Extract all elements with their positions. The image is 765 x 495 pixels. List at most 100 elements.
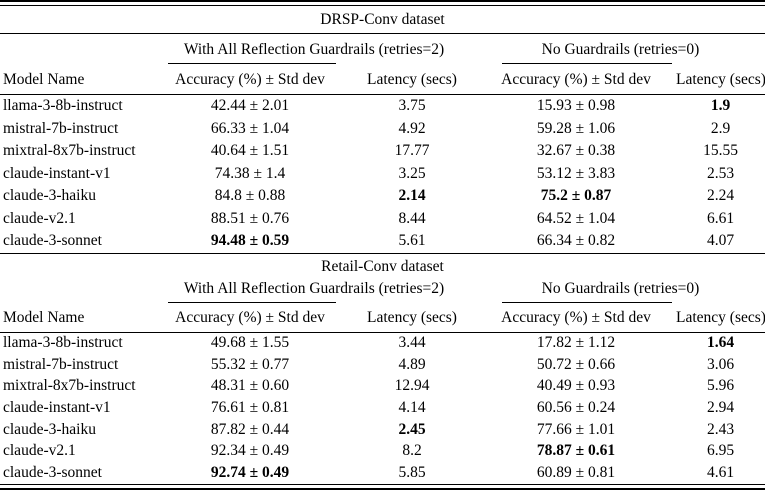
group-underline-row — [0, 61, 765, 65]
accuracy-no-guardrails-cell: 15.93 ± 0.98 — [536, 97, 616, 115]
accuracy-no-guardrails-cell: 53.12 ± 3.83 — [536, 164, 616, 182]
latency-no-guardrails-cell: 2.43 — [706, 420, 735, 438]
latency-guardrails-cell: 4.14 — [398, 399, 426, 417]
group-header-guardrails: With All Reflection Guardrails (retries=… — [183, 279, 445, 297]
group-header-row: With All Reflection Guardrails (retries=… — [0, 279, 765, 300]
double-rule-bottom — [0, 483, 765, 490]
col-header-accuracy-guardrails: Accuracy (%) ± Std dev — [175, 70, 325, 88]
group-underline — [502, 63, 672, 64]
table-row: mixtral-8x7b-instruct 48.31 ± 0.60 12.94… — [0, 376, 765, 398]
accuracy-no-guardrails-cell: 17.82 ± 1.12 — [536, 334, 616, 352]
group-header-no-guardrails: No Guardrails (retries=0) — [541, 279, 700, 297]
col-header-model-name: Model Name — [3, 308, 85, 326]
latency-no-guardrails-cell: 5.96 — [706, 377, 735, 395]
model-name-cell: claude-instant-v1 — [3, 399, 111, 417]
latency-no-guardrails-cell: 2.9 — [710, 119, 731, 137]
latency-guardrails-cell: 8.2 — [402, 442, 422, 460]
accuracy-no-guardrails-cell: 75.2 ± 0.87 — [540, 187, 612, 205]
dataset-title: Retail-Conv dataset — [321, 257, 444, 275]
model-name-cell: claude-v2.1 — [3, 209, 76, 227]
model-name-cell: claude-3-haiku — [3, 187, 96, 205]
accuracy-guardrails-cell: 40.64 ± 1.51 — [210, 142, 290, 160]
latency-guardrails-cell: 4.92 — [398, 119, 426, 137]
accuracy-guardrails-cell: 88.51 ± 0.76 — [210, 209, 290, 227]
latency-guardrails-cell: 4.89 — [398, 355, 426, 373]
table-separator-rule — [0, 252, 765, 254]
dataset-title-row: DRSP-Conv dataset — [0, 6, 765, 33]
model-name-cell: mistral-7b-instruct — [3, 119, 119, 137]
latency-no-guardrails-cell: 1.64 — [706, 334, 735, 352]
col-header-accuracy-no-guardrails: Accuracy (%) ± Std dev — [501, 308, 651, 326]
table-row: mistral-7b-instruct 66.33 ± 1.04 4.92 59… — [0, 118, 765, 141]
accuracy-guardrails-cell: 49.68 ± 1.55 — [210, 334, 290, 352]
latency-no-guardrails-cell: 6.61 — [706, 209, 735, 227]
latency-guardrails-cell: 8.44 — [398, 209, 426, 227]
latency-no-guardrails-cell: 1.9 — [710, 97, 731, 115]
dataset-title-row: Retail-Conv dataset — [0, 254, 765, 279]
accuracy-no-guardrails-cell: 66.34 ± 0.82 — [536, 232, 616, 250]
accuracy-guardrails-cell: 92.74 ± 0.49 — [210, 463, 290, 481]
table-rule — [0, 33, 765, 34]
accuracy-no-guardrails-cell: 40.49 ± 0.93 — [536, 377, 616, 395]
col-header-accuracy-guardrails: Accuracy (%) ± Std dev — [175, 308, 325, 326]
table-row: claude-v2.1 88.51 ± 0.76 8.44 64.52 ± 1.… — [0, 208, 765, 231]
table-row: claude-instant-v1 74.38 ± 1.4 3.25 53.12… — [0, 163, 765, 186]
group-header-no-guardrails: No Guardrails (retries=0) — [541, 41, 700, 58]
group-underline — [168, 301, 336, 303]
model-name-cell: llama-3-8b-instruct — [3, 334, 123, 352]
accuracy-guardrails-cell: 42.44 ± 2.01 — [210, 97, 290, 115]
model-name-cell: mixtral-8x7b-instruct — [3, 377, 136, 395]
accuracy-no-guardrails-cell: 60.56 ± 0.24 — [536, 399, 616, 417]
table-row: llama-3-8b-instruct 42.44 ± 2.01 3.75 15… — [0, 95, 765, 118]
latency-guardrails-cell: 2.45 — [398, 420, 426, 438]
group-underline — [168, 63, 336, 64]
accuracy-guardrails-cell: 66.33 ± 1.04 — [210, 119, 290, 137]
accuracy-guardrails-cell: 48.31 ± 0.60 — [210, 377, 290, 395]
group-underline-row — [0, 300, 765, 304]
latency-guardrails-cell: 2.14 — [398, 187, 426, 205]
model-name-cell: claude-3-sonnet — [3, 232, 102, 250]
col-header-latency-guardrails: Latency (secs) — [367, 308, 457, 326]
col-header-latency-no-guardrails: Latency (secs) — [676, 308, 765, 326]
table-drsp-conv: DRSP-Conv dataset With All Reflection Gu… — [0, 6, 765, 253]
accuracy-no-guardrails-cell: 59.28 ± 1.06 — [536, 119, 616, 137]
latency-guardrails-cell: 5.85 — [398, 463, 426, 481]
col-header-latency-no-guardrails: Latency (secs) — [676, 70, 765, 88]
latency-guardrails-cell: 17.77 — [394, 142, 430, 160]
latency-no-guardrails-cell: 6.95 — [706, 442, 735, 460]
model-name-cell: mistral-7b-instruct — [3, 355, 119, 373]
latency-no-guardrails-cell: 2.53 — [706, 164, 735, 182]
accuracy-no-guardrails-cell: 60.89 ± 0.81 — [536, 463, 616, 481]
table-row: mistral-7b-instruct 55.32 ± 0.77 4.89 50… — [0, 354, 765, 376]
table-rule — [0, 94, 765, 95]
accuracy-guardrails-cell: 87.82 ± 0.44 — [210, 420, 290, 438]
col-header-accuracy-no-guardrails: Accuracy (%) ± Std dev — [501, 70, 651, 88]
model-name-cell: mixtral-8x7b-instruct — [3, 142, 136, 160]
table-row: claude-v2.1 92.34 ± 0.49 8.2 78.87 ± 0.6… — [0, 440, 765, 462]
accuracy-guardrails-cell: 76.61 ± 0.81 — [210, 399, 290, 417]
accuracy-no-guardrails-cell: 32.67 ± 0.38 — [536, 142, 616, 160]
model-name-cell: llama-3-8b-instruct — [3, 97, 123, 115]
group-header-guardrails: With All Reflection Guardrails (retries=… — [183, 41, 445, 58]
accuracy-guardrails-cell: 84.8 ± 0.88 — [214, 187, 286, 205]
latency-no-guardrails-cell: 3.06 — [706, 355, 735, 373]
model-name-cell: claude-v2.1 — [3, 442, 76, 460]
latency-no-guardrails-cell: 2.94 — [706, 399, 735, 417]
accuracy-guardrails-cell: 74.38 ± 1.4 — [214, 164, 286, 182]
table-row: claude-instant-v1 76.61 ± 0.81 4.14 60.5… — [0, 397, 765, 419]
table-row: mixtral-8x7b-instruct 40.64 ± 1.51 17.77… — [0, 140, 765, 163]
latency-no-guardrails-cell: 4.61 — [706, 463, 735, 481]
accuracy-guardrails-cell: 55.32 ± 0.77 — [210, 355, 290, 373]
table-rule — [0, 331, 765, 333]
group-underline — [502, 301, 672, 303]
accuracy-no-guardrails-cell: 77.66 ± 1.01 — [536, 420, 616, 438]
col-header-latency-guardrails: Latency (secs) — [367, 70, 457, 88]
latency-guardrails-cell: 3.75 — [398, 97, 426, 115]
double-rule-top — [0, 0, 765, 6]
accuracy-no-guardrails-cell: 78.87 ± 0.61 — [536, 442, 616, 460]
accuracy-no-guardrails-cell: 64.52 ± 1.04 — [536, 209, 616, 227]
table-row: claude-3-sonnet 94.48 ± 0.59 5.61 66.34 … — [0, 230, 765, 253]
col-header-model-name: Model Name — [3, 70, 85, 88]
model-name-cell: claude-instant-v1 — [3, 164, 111, 182]
